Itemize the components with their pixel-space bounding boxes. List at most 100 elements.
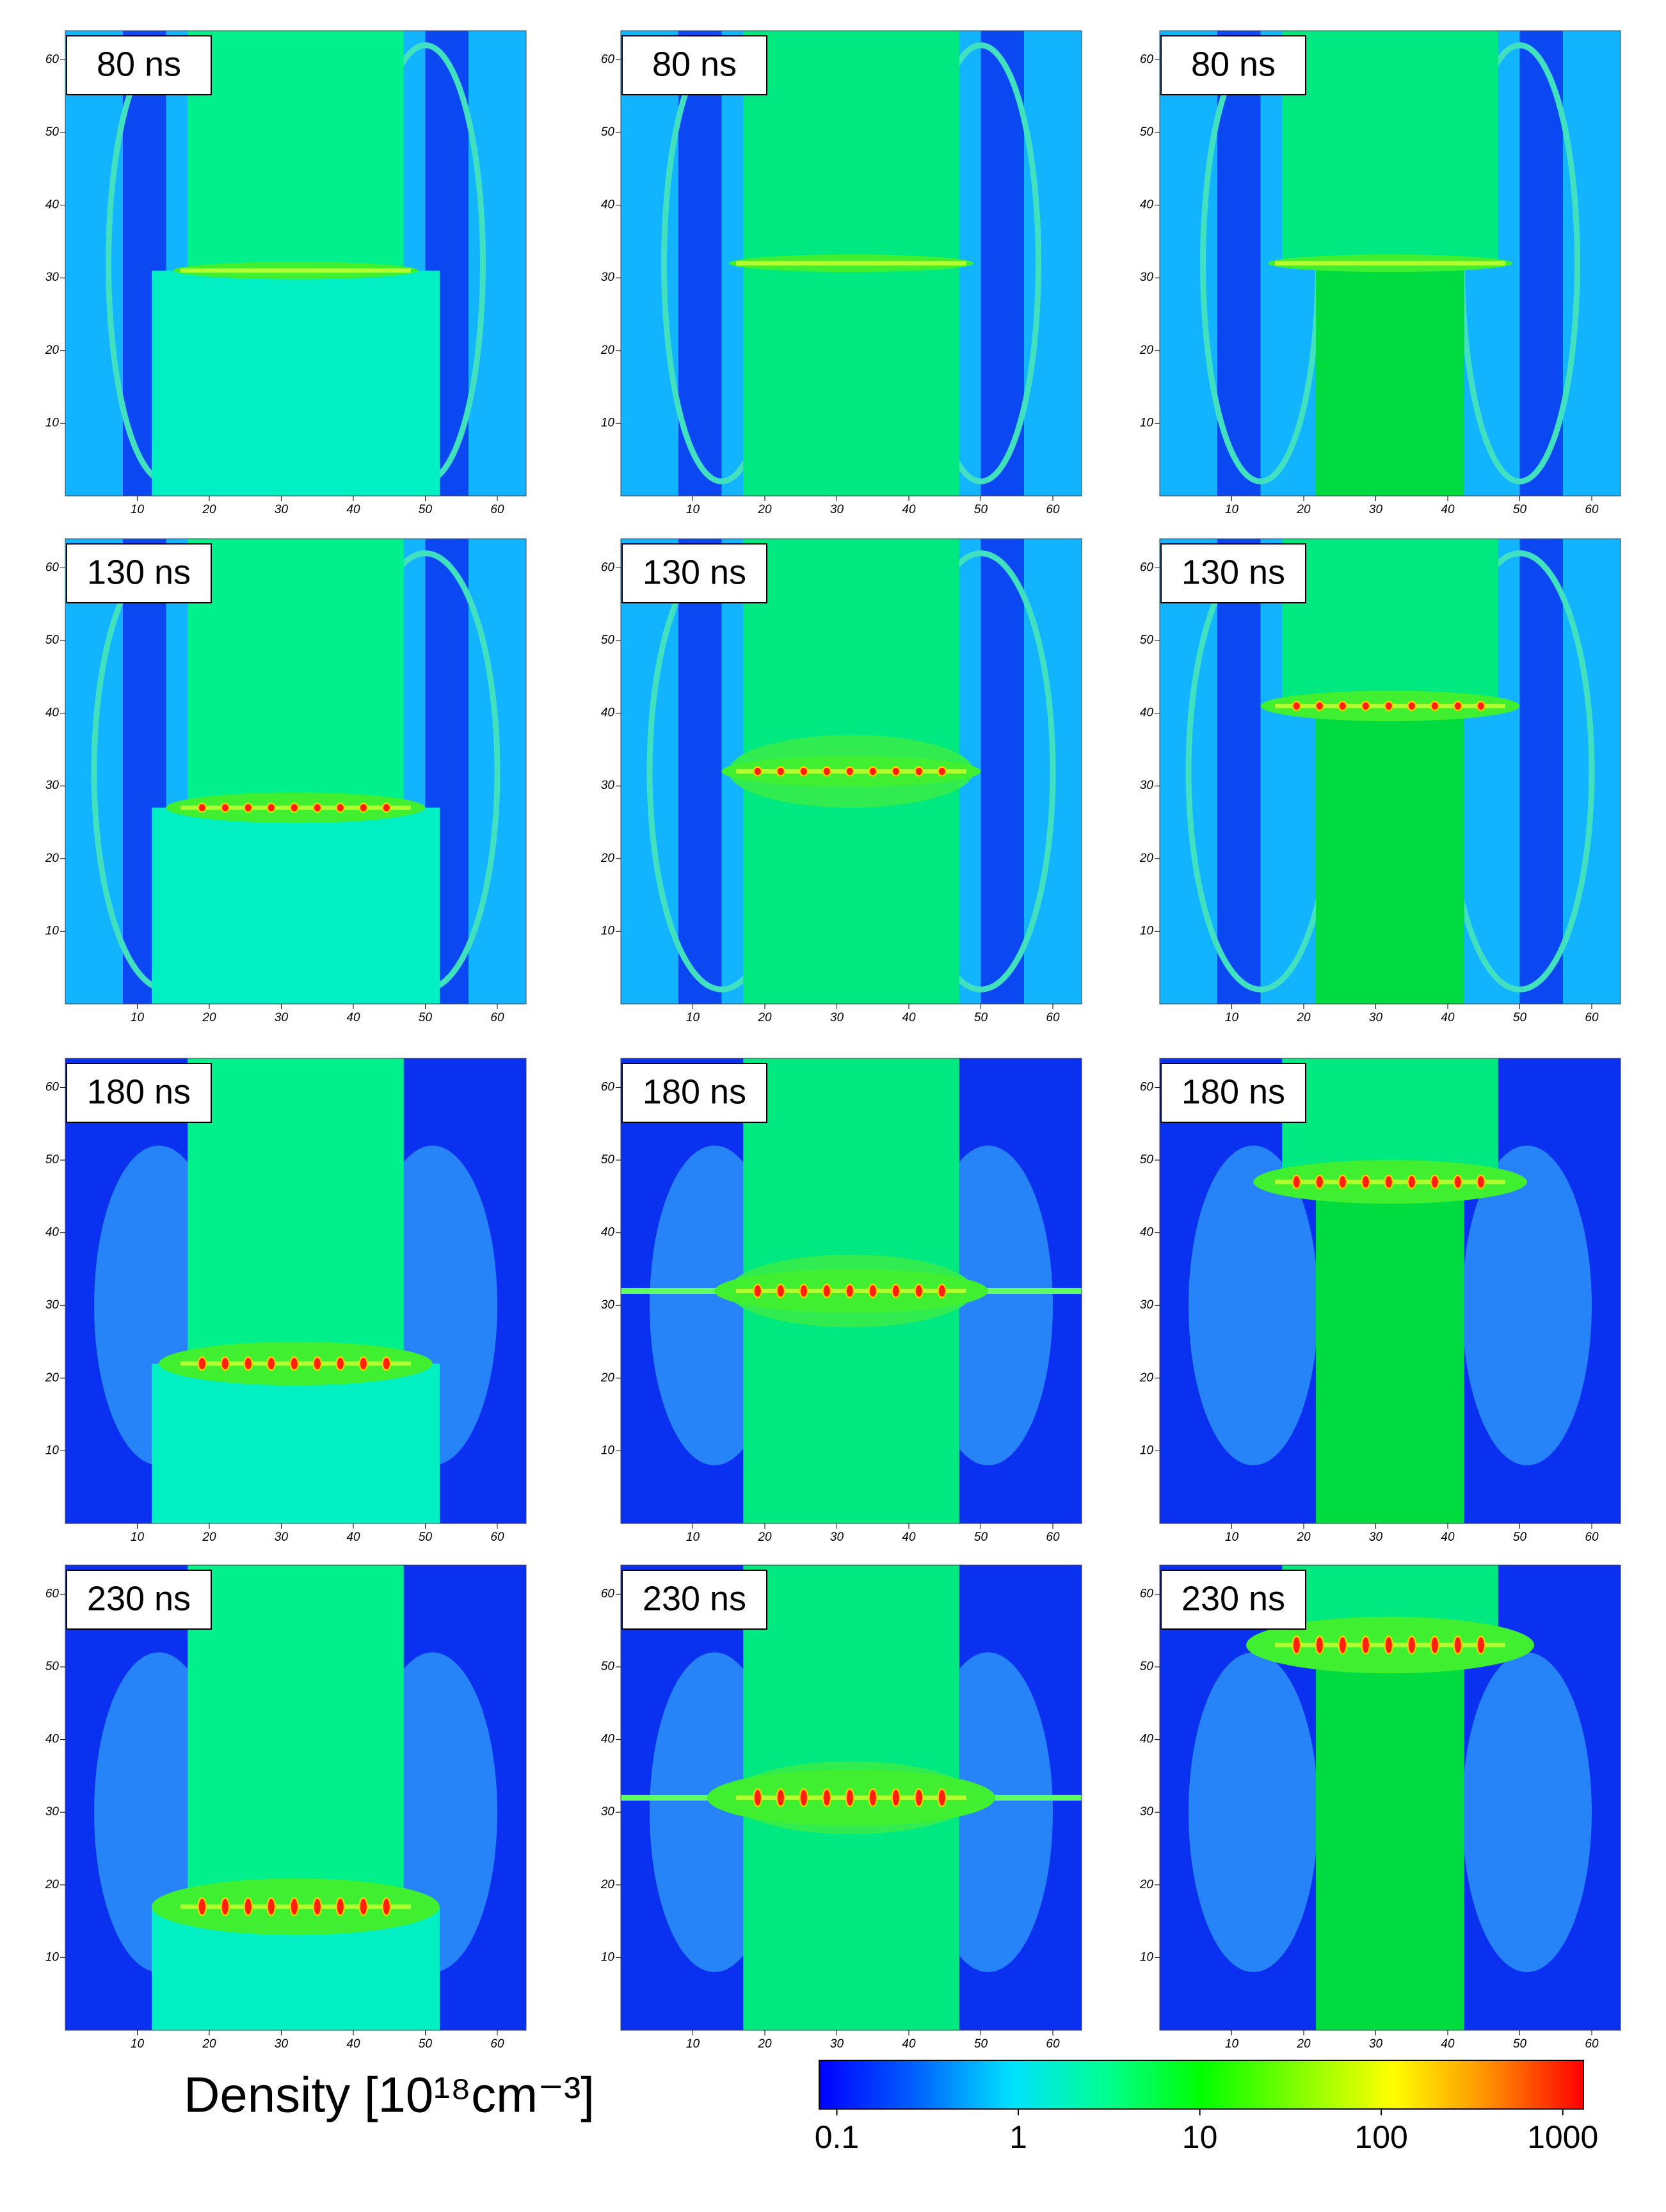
x-tick-label: 50 xyxy=(974,1011,988,1024)
dense-knot xyxy=(1476,1174,1486,1190)
y-tick-label: 30 xyxy=(601,779,615,792)
y-tick-label: 50 xyxy=(1140,633,1154,647)
y-tick-label: 60 xyxy=(601,561,615,574)
density-map xyxy=(65,1565,526,2030)
dense-knot xyxy=(312,1897,323,1916)
panel-frame xyxy=(620,1058,1082,1524)
dense-knot xyxy=(1292,1174,1302,1190)
y-tick-label: 40 xyxy=(1140,1226,1154,1239)
y-tick-label: 40 xyxy=(45,198,60,212)
dense-knot xyxy=(335,1897,346,1916)
dense-knot xyxy=(1315,1174,1325,1190)
dense-knot xyxy=(381,802,392,813)
jet-column xyxy=(188,539,404,808)
dense-knot xyxy=(1430,701,1440,712)
time-label: 180 ns xyxy=(1181,1072,1285,1111)
x-tick-label: 20 xyxy=(757,503,772,516)
density-map xyxy=(621,1565,1082,2030)
time-label-box xyxy=(66,35,212,95)
dense-knot xyxy=(1338,1174,1348,1190)
panel-frame xyxy=(1159,1564,1621,2031)
y-tick-label: 20 xyxy=(1139,1371,1154,1385)
panel-frame xyxy=(65,538,527,1005)
y-tick-label: 60 xyxy=(601,52,615,66)
x-tick-label: 40 xyxy=(346,1011,360,1024)
jet-column xyxy=(1282,31,1498,264)
time-label: 80 ns xyxy=(1191,45,1276,83)
dense-knot xyxy=(1292,701,1302,712)
x-tick-label: 60 xyxy=(1046,1011,1060,1024)
y-tick-label: 60 xyxy=(45,52,60,66)
x-tick-label: 30 xyxy=(1369,1531,1383,1544)
x-tick-label: 20 xyxy=(1296,1011,1311,1024)
y-tick-label: 30 xyxy=(601,1298,615,1312)
dense-knot xyxy=(868,1284,878,1298)
time-label: 180 ns xyxy=(87,1072,191,1111)
turbulence xyxy=(1189,1652,1318,1973)
dense-knot xyxy=(845,1788,855,1808)
dense-knot xyxy=(799,1284,809,1298)
dense-knot xyxy=(845,1284,855,1298)
dense-knot xyxy=(937,1788,947,1808)
dense-knot xyxy=(1476,1635,1486,1655)
x-tick-label: 20 xyxy=(757,1531,772,1544)
x-tick-label: 20 xyxy=(1296,1531,1311,1544)
x-tick-label: 60 xyxy=(1585,1011,1599,1024)
panel-frame xyxy=(65,30,527,497)
turbulence xyxy=(1462,1145,1592,1466)
dense-knot xyxy=(1430,1174,1440,1190)
y-tick-label: 10 xyxy=(45,1444,60,1457)
x-tick-label: 10 xyxy=(686,1011,700,1024)
dense-knot xyxy=(358,1356,369,1371)
x-tick-label: 40 xyxy=(346,1531,360,1544)
x-tick-label: 20 xyxy=(1296,503,1311,516)
y-tick-label: 10 xyxy=(45,416,60,429)
dense-knot xyxy=(358,1897,369,1916)
colorbar-tick-label: 0.1 xyxy=(815,2119,860,2155)
jet-column xyxy=(188,1058,404,1364)
density-map xyxy=(1160,539,1621,1004)
y-tick-label: 60 xyxy=(1140,1080,1154,1094)
y-tick-label: 50 xyxy=(601,633,615,647)
x-tick-label: 10 xyxy=(1225,1011,1239,1024)
y-tick-label: 10 xyxy=(1140,416,1154,429)
dense-knot xyxy=(937,1284,947,1298)
panel-frame xyxy=(620,538,1082,1005)
x-tick-label: 20 xyxy=(757,2037,772,2051)
y-tick-label: 50 xyxy=(1140,1660,1154,1673)
x-tick-label: 60 xyxy=(1585,1531,1599,1544)
y-tick-label: 20 xyxy=(600,1878,615,1891)
x-tick-label: 20 xyxy=(202,503,216,516)
x-tick-label: 30 xyxy=(830,1011,844,1024)
y-tick-label: 50 xyxy=(1140,125,1154,139)
y-tick-label: 20 xyxy=(45,344,60,357)
y-tick-label: 30 xyxy=(1140,271,1154,284)
dense-knot xyxy=(776,766,786,777)
x-tick-label: 10 xyxy=(686,1531,700,1544)
y-tick-label: 60 xyxy=(45,1587,60,1600)
x-tick-label: 30 xyxy=(275,1531,289,1544)
y-tick-label: 20 xyxy=(45,852,60,865)
rarefied-band xyxy=(678,31,722,496)
y-tick-label: 10 xyxy=(45,924,60,937)
y-tick-label: 30 xyxy=(601,271,615,284)
x-tick-label: 50 xyxy=(1513,2037,1527,2051)
dense-knot xyxy=(266,802,276,813)
dense-knot xyxy=(197,1897,207,1916)
rarefied-band xyxy=(1519,31,1563,496)
dense-knot xyxy=(197,802,207,813)
x-tick-label: 30 xyxy=(830,503,844,516)
dense-knot xyxy=(1384,701,1394,712)
panel-frame xyxy=(1159,30,1621,497)
y-tick-label: 50 xyxy=(1140,1153,1154,1166)
time-label-box xyxy=(66,543,212,603)
y-tick-label: 50 xyxy=(601,1153,615,1166)
time-label-box xyxy=(621,35,767,95)
time-label: 80 ns xyxy=(97,45,181,83)
time-label-box xyxy=(1160,1570,1306,1630)
x-tick-label: 20 xyxy=(202,2037,216,2051)
x-tick-label: 60 xyxy=(1046,2037,1060,2051)
y-tick-label: 40 xyxy=(1140,706,1154,720)
x-tick-label: 10 xyxy=(686,503,700,516)
